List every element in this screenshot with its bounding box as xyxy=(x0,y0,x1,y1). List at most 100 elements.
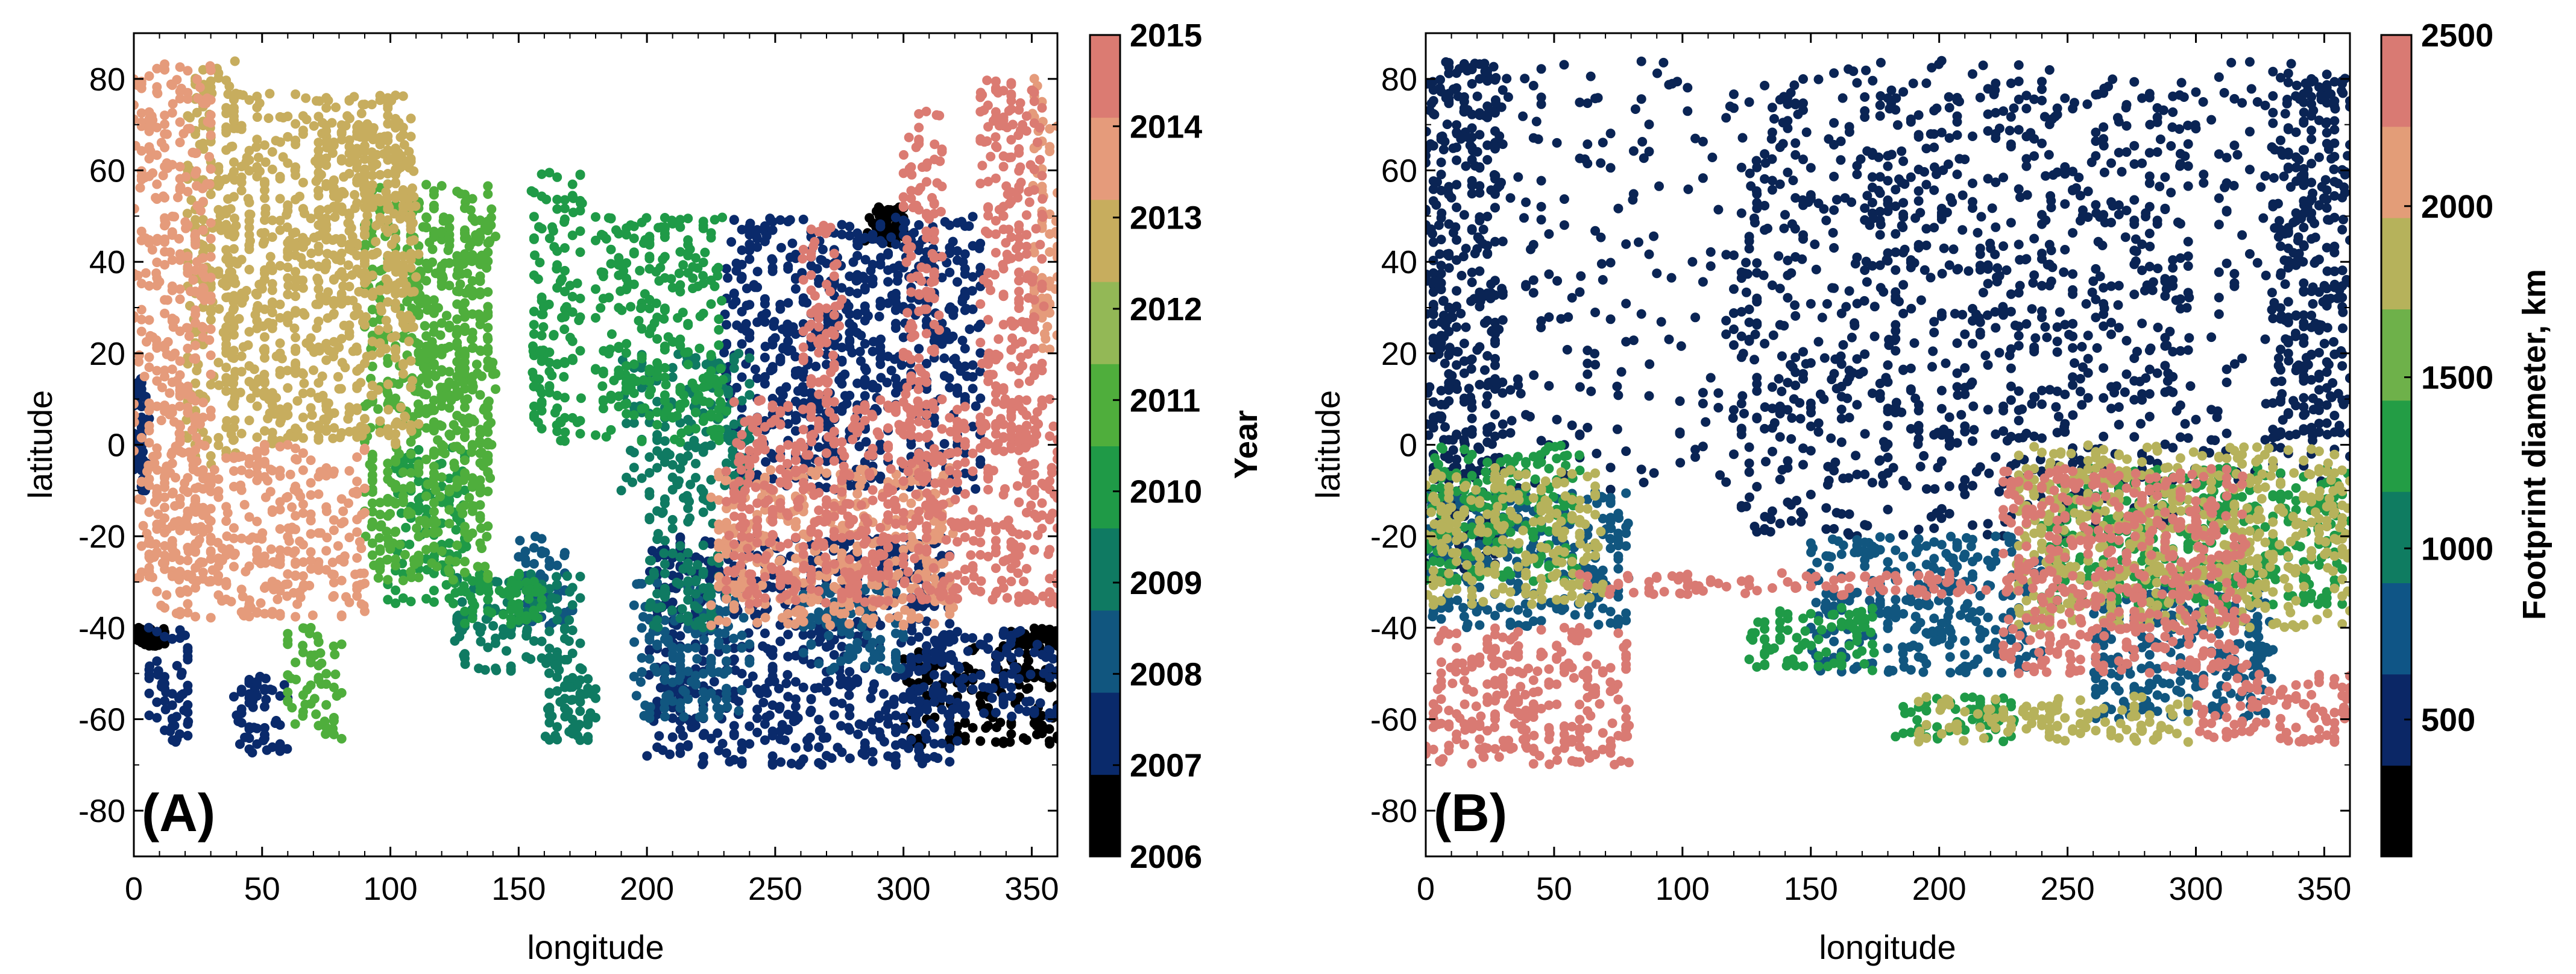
data-point xyxy=(383,595,393,605)
data-point xyxy=(661,691,672,701)
data-point xyxy=(484,238,494,248)
data-point xyxy=(225,311,235,321)
data-point xyxy=(491,368,500,379)
data-point xyxy=(336,384,346,394)
data-point xyxy=(176,670,186,680)
data-point xyxy=(960,717,970,727)
data-point xyxy=(906,694,916,704)
data-point xyxy=(400,549,410,560)
data-point xyxy=(287,703,297,713)
data-point xyxy=(845,628,855,639)
data-point xyxy=(313,435,324,445)
data-point xyxy=(483,402,493,413)
data-point xyxy=(691,680,701,690)
data-point xyxy=(882,378,892,388)
data-point xyxy=(912,601,922,612)
data-point xyxy=(483,587,494,597)
data-point xyxy=(860,738,870,748)
data-point xyxy=(837,343,847,353)
data-point xyxy=(698,646,708,656)
data-point xyxy=(837,356,847,367)
data-point xyxy=(459,367,470,378)
data-point xyxy=(559,214,570,224)
data-point xyxy=(760,735,770,745)
data-point xyxy=(1029,708,1039,718)
data-point xyxy=(691,664,701,674)
data-point xyxy=(737,323,747,334)
data-point xyxy=(874,311,884,321)
data-point xyxy=(360,154,370,164)
data-point xyxy=(390,527,400,537)
data-point xyxy=(275,404,285,414)
data-point xyxy=(352,381,362,391)
data-point xyxy=(375,522,385,532)
data-point xyxy=(313,246,324,256)
data-point xyxy=(905,687,915,697)
data-point xyxy=(436,261,447,271)
data-point xyxy=(748,671,758,681)
data-point xyxy=(770,333,780,343)
data-point xyxy=(716,704,725,715)
data-point xyxy=(267,215,277,226)
data-point xyxy=(879,689,889,699)
data-point xyxy=(529,234,539,244)
data-point xyxy=(386,332,397,343)
scatter-points-a xyxy=(134,56,1057,770)
data-point xyxy=(406,224,416,235)
data-point xyxy=(742,283,752,294)
data-point xyxy=(767,726,778,736)
data-point xyxy=(963,646,973,656)
data-point xyxy=(509,586,519,596)
data-point xyxy=(606,244,616,255)
data-point xyxy=(652,420,663,430)
data-point xyxy=(760,628,770,639)
data-point xyxy=(837,229,847,239)
data-point xyxy=(560,712,570,722)
data-point xyxy=(391,585,401,595)
data-point xyxy=(829,447,839,457)
data-point xyxy=(942,334,953,344)
data-point xyxy=(282,210,292,220)
data-point xyxy=(922,734,931,744)
data-point xyxy=(829,710,839,720)
data-point xyxy=(401,522,411,533)
data-point xyxy=(714,564,724,575)
data-point xyxy=(758,641,768,651)
data-point xyxy=(914,647,924,657)
data-point xyxy=(783,651,793,662)
data-point xyxy=(745,245,755,256)
data-point xyxy=(144,688,154,698)
data-point xyxy=(1037,650,1047,660)
data-point xyxy=(275,691,285,701)
data-point xyxy=(750,282,760,293)
data-point xyxy=(853,729,863,739)
data-point xyxy=(575,416,585,426)
data-point xyxy=(660,668,670,678)
data-point xyxy=(644,367,655,377)
data-point xyxy=(352,250,362,261)
data-point xyxy=(152,697,162,707)
data-point xyxy=(717,296,727,306)
data-point xyxy=(775,215,786,225)
data-point xyxy=(883,298,893,308)
data-point xyxy=(387,496,397,507)
data-point xyxy=(711,695,721,705)
data-point xyxy=(444,487,455,497)
data-point xyxy=(156,681,166,692)
data-point xyxy=(898,332,909,343)
data-point xyxy=(644,411,655,420)
data-point xyxy=(953,736,962,746)
data-point xyxy=(767,760,778,770)
data-point xyxy=(236,718,247,728)
data-point xyxy=(483,181,493,191)
data-point xyxy=(438,273,448,283)
data-point xyxy=(271,136,281,146)
data-point xyxy=(394,449,404,459)
data-point xyxy=(382,555,392,565)
data-point xyxy=(736,274,746,284)
data-point xyxy=(642,751,652,761)
data-point xyxy=(660,615,670,625)
data-point xyxy=(291,657,301,668)
data-point xyxy=(622,373,632,384)
